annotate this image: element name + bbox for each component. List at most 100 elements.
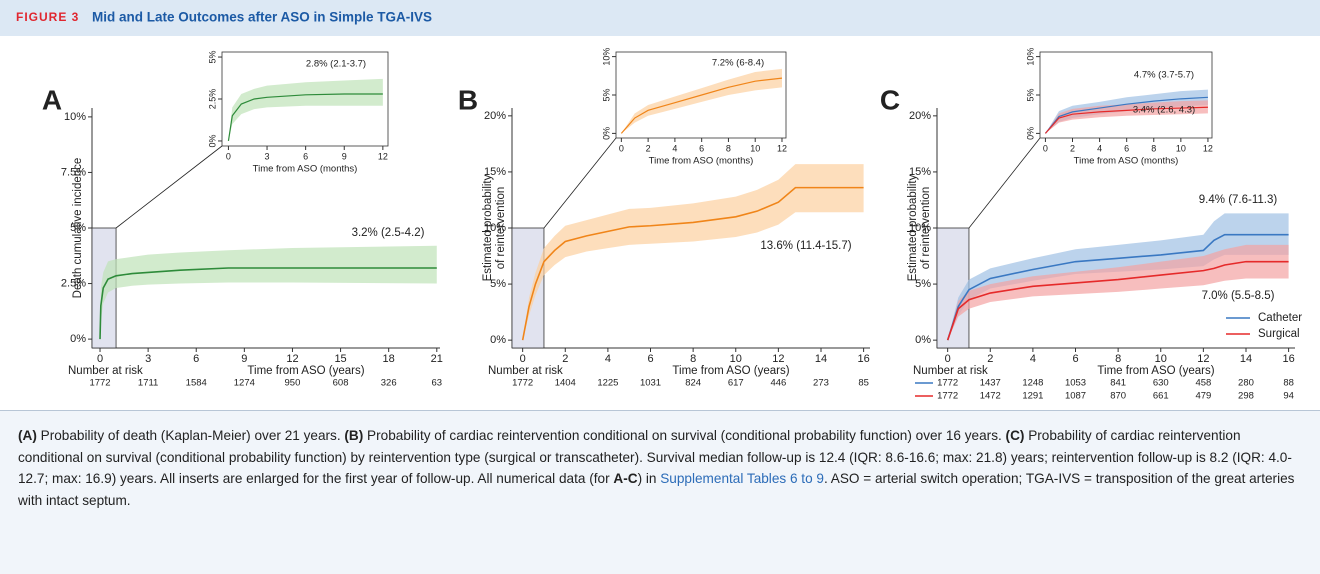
y-axis-label: Estimated probability <box>907 174 919 281</box>
curve <box>620 77 783 134</box>
inset-connector <box>115 145 223 229</box>
risk-count: 479 <box>1195 391 1211 402</box>
x-tick-label: 9 <box>342 151 347 161</box>
x-tick-label: 0 <box>520 353 526 365</box>
x-tick-label: 16 <box>857 353 869 365</box>
confidence-band <box>621 68 782 134</box>
risk-label: Number at risk <box>913 365 988 377</box>
risk-count: 446 <box>770 378 786 389</box>
y-axis-label: of reintervention <box>495 187 507 269</box>
risk-count: 617 <box>728 378 744 389</box>
x-tick-label: 0 <box>1043 143 1048 153</box>
caption-text: Probability of death (Kaplan-Meier) over… <box>36 428 345 443</box>
legend-label: Catheter <box>1258 312 1302 324</box>
x-axis-label: Time from ASO (years) <box>247 365 364 377</box>
risk-count: 950 <box>285 378 301 389</box>
x-tick-label: 0 <box>619 143 624 153</box>
x-tick-label: 6 <box>193 353 199 365</box>
x-tick-label: 10 <box>730 353 742 365</box>
curve <box>99 267 437 340</box>
y-tick-label: 0% <box>601 127 611 140</box>
figure-label: FIGURE 3 <box>16 10 79 24</box>
confidence-band <box>522 164 864 341</box>
x-tick-label: 4 <box>672 143 677 153</box>
caption-text: ) in <box>637 471 661 486</box>
risk-count: 1711 <box>138 378 158 389</box>
x-axis-label: Time from ASO (years) <box>672 365 789 377</box>
curve <box>227 93 383 142</box>
x-tick-label: 3 <box>265 151 270 161</box>
caption-text: Probability of cardiac reintervention co… <box>363 428 1006 443</box>
x-tick-label: 0 <box>945 353 951 365</box>
zoom-box <box>511 227 545 349</box>
confidence-band <box>947 213 1289 341</box>
risk-count: 1053 <box>1065 378 1086 389</box>
legend-label: Surgical <box>1258 328 1300 340</box>
inset-connector <box>543 137 617 229</box>
figure-title: Mid and Late Outcomes after ASO in Simpl… <box>92 10 432 25</box>
y-tick-label: 15% <box>909 166 931 178</box>
annotation: 7.0% (5.5-8.5) <box>1202 290 1275 302</box>
risk-count: 85 <box>858 378 869 389</box>
x-tick-label: 21 <box>431 353 443 365</box>
x-tick-label: 6 <box>303 151 308 161</box>
y-tick-label: 0% <box>1025 127 1035 140</box>
risk-label: Number at risk <box>68 365 143 377</box>
x-tick-label: 14 <box>815 353 827 365</box>
risk-count: 63 <box>432 378 443 389</box>
annotation: 2.8% (2.1-3.7) <box>306 59 366 70</box>
risk-count: 1248 <box>1022 378 1043 389</box>
curve <box>1044 96 1208 134</box>
risk-count: 298 <box>1238 391 1254 402</box>
x-tick-label: 8 <box>690 353 696 365</box>
risk-count: 1225 <box>597 378 618 389</box>
risk-count: 458 <box>1195 378 1211 389</box>
y-tick-label: 7.5% <box>61 166 86 178</box>
x-tick-label: 12 <box>286 353 298 365</box>
annotation: 4.7% (3.7-5.7) <box>1134 70 1194 81</box>
caption-link[interactable]: Supplemental Tables 6 to 9 <box>660 471 824 486</box>
x-tick-label: 4 <box>605 353 611 365</box>
caption-bold: (A) <box>18 428 37 443</box>
x-tick-label: 2 <box>1070 143 1075 153</box>
annotation: 3.2% (2.5-4.2) <box>352 227 425 239</box>
annotation: 7.2% (6-8.4) <box>712 58 764 69</box>
x-tick-label: 12 <box>777 143 787 153</box>
x-tick-label: 6 <box>1124 143 1129 153</box>
x-axis-label: Time from ASO (months) <box>649 156 754 167</box>
x-tick-label: 0 <box>226 151 231 161</box>
risk-count: 1772 <box>512 378 533 389</box>
risk-count: 1274 <box>234 378 255 389</box>
risk-count: 1291 <box>1022 391 1043 402</box>
y-tick-label: 5% <box>490 278 506 290</box>
x-axis-label: Time from ASO (months) <box>253 164 358 175</box>
y-tick-label: 10% <box>64 111 86 123</box>
panel-letter: A <box>42 84 62 115</box>
x-tick-label: 14 <box>1240 353 1252 365</box>
annotation: 13.6% (11.4-15.7) <box>760 240 851 252</box>
annotation: 9.4% (7.6-11.3) <box>1199 194 1278 206</box>
panel-letter: C <box>880 84 900 115</box>
y-tick-label: 5% <box>70 222 86 234</box>
y-tick-label: 2.5% <box>61 277 86 289</box>
x-axis-label: Time from ASO (years) <box>1097 365 1214 377</box>
y-tick-label: 0% <box>207 134 217 147</box>
risk-count: 94 <box>1283 391 1294 402</box>
risk-count: 280 <box>1238 378 1254 389</box>
caption-text: Probability of cardiac reintervention co… <box>18 428 1292 486</box>
confidence-band <box>947 244 1289 341</box>
inset-connector <box>968 137 1041 229</box>
x-tick-label: 12 <box>772 353 784 365</box>
x-tick-label: 10 <box>750 143 760 153</box>
x-axis-label: Time from ASO (months) <box>1074 156 1179 167</box>
risk-count: 1772 <box>937 378 958 389</box>
confidence-band <box>100 245 437 340</box>
risk-count: 1087 <box>1065 391 1086 402</box>
x-tick-label: 2 <box>562 353 568 365</box>
risk-count: 630 <box>1153 378 1169 389</box>
y-tick-label: 20% <box>484 110 506 122</box>
x-tick-label: 10 <box>1176 143 1186 153</box>
figure: FIGURE 3 Mid and Late Outcomes after ASO… <box>0 0 1320 402</box>
x-tick-label: 6 <box>699 143 704 153</box>
y-tick-label: 10% <box>601 48 611 66</box>
